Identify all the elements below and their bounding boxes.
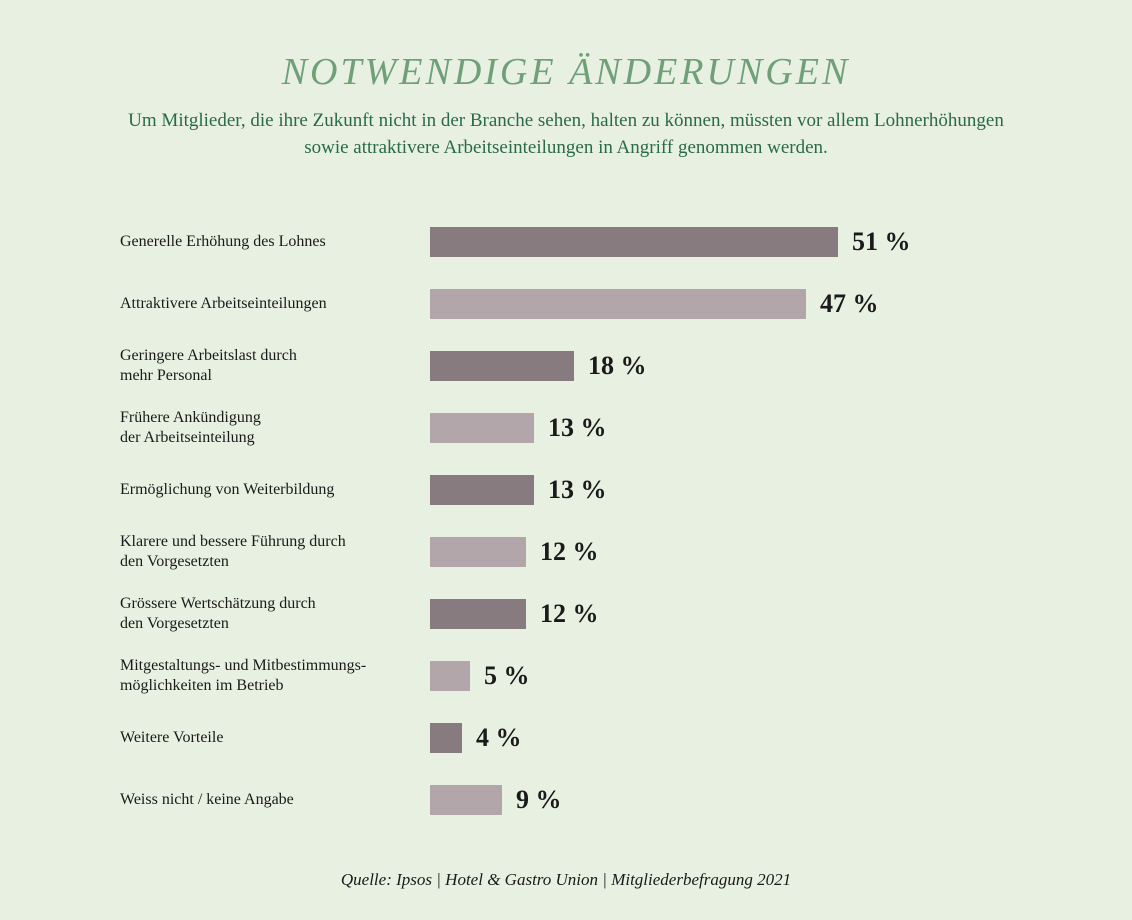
bar: [430, 351, 574, 381]
chart-row: Attraktivere Arbeitseinteilungen 47 %: [120, 273, 952, 335]
bar: [430, 475, 534, 505]
chart-row: Generelle Erhöhung des Lohnes 51 %: [120, 211, 952, 273]
chart-row: Grössere Wertschätzung durchden Vorgeset…: [120, 583, 952, 645]
bar-value: 5 %: [484, 661, 530, 691]
bar-value: 47 %: [820, 289, 879, 319]
chart-subtitle: Um Mitglieder, die ihre Zukunft nicht in…: [116, 108, 1016, 161]
bar-label: Ermöglichung von Weiterbildung: [120, 480, 430, 500]
bar: [430, 723, 462, 753]
bar: [430, 289, 806, 319]
bar-value: 13 %: [548, 413, 607, 443]
bar-label: Frühere Ankündigungder Arbeitseinteilung: [120, 408, 430, 448]
bar-value: 12 %: [540, 537, 599, 567]
bar: [430, 227, 838, 257]
chart-row: Geringere Arbeitslast durchmehr Personal…: [120, 335, 952, 397]
chart-title: NOTWENDIGE ÄNDERUNGEN: [60, 50, 1072, 94]
bar-label: Generelle Erhöhung des Lohnes: [120, 232, 430, 252]
bar-wrap: 13 %: [430, 475, 952, 505]
bar-label: Mitgestaltungs- und Mitbestimmungs-mögli…: [120, 656, 430, 696]
bar-value: 51 %: [852, 227, 911, 257]
bar-label: Grössere Wertschätzung durchden Vorgeset…: [120, 594, 430, 634]
bar: [430, 413, 534, 443]
chart-row: Mitgestaltungs- und Mitbestimmungs-mögli…: [120, 645, 952, 707]
bar-wrap: 13 %: [430, 413, 952, 443]
chart-row: Frühere Ankündigungder Arbeitseinteilung…: [120, 397, 952, 459]
bar-label: Attraktivere Arbeitseinteilungen: [120, 294, 430, 314]
bar-wrap: 4 %: [430, 723, 952, 753]
chart-row: Ermöglichung von Weiterbildung 13 %: [120, 459, 952, 521]
chart-area: Generelle Erhöhung des Lohnes 51 % Attrakt…: [60, 211, 1072, 845]
chart-source: Quelle: Ipsos | Hotel & Gastro Union | M…: [60, 870, 1072, 890]
chart-row: Weitere Vorteile 4 %: [120, 707, 952, 769]
bar: [430, 661, 470, 691]
bar-label: Klarere und bessere Führung durchden Vor…: [120, 532, 430, 572]
bar-value: 13 %: [548, 475, 607, 505]
chart-row: Weiss nicht / keine Angabe 9 %: [120, 769, 952, 831]
chart-row: Klarere und bessere Führung durchden Vor…: [120, 521, 952, 583]
bar-value: 18 %: [588, 351, 647, 381]
chart-container: NOTWENDIGE ÄNDERUNGEN Um Mitglieder, die…: [0, 0, 1132, 920]
bar-value: 4 %: [476, 723, 522, 753]
bar: [430, 599, 526, 629]
bar-wrap: 9 %: [430, 785, 952, 815]
bar-wrap: 12 %: [430, 537, 952, 567]
bar-wrap: 47 %: [430, 289, 952, 319]
bar-wrap: 18 %: [430, 351, 952, 381]
bar: [430, 785, 502, 815]
bar-label: Weiss nicht / keine Angabe: [120, 790, 430, 810]
bar-wrap: 5 %: [430, 661, 952, 691]
bar: [430, 537, 526, 567]
bar-label: Geringere Arbeitslast durchmehr Personal: [120, 346, 430, 386]
bar-wrap: 12 %: [430, 599, 952, 629]
bar-value: 9 %: [516, 785, 562, 815]
bar-value: 12 %: [540, 599, 599, 629]
bar-label: Weitere Vorteile: [120, 728, 430, 748]
bar-wrap: 51 %: [430, 227, 952, 257]
